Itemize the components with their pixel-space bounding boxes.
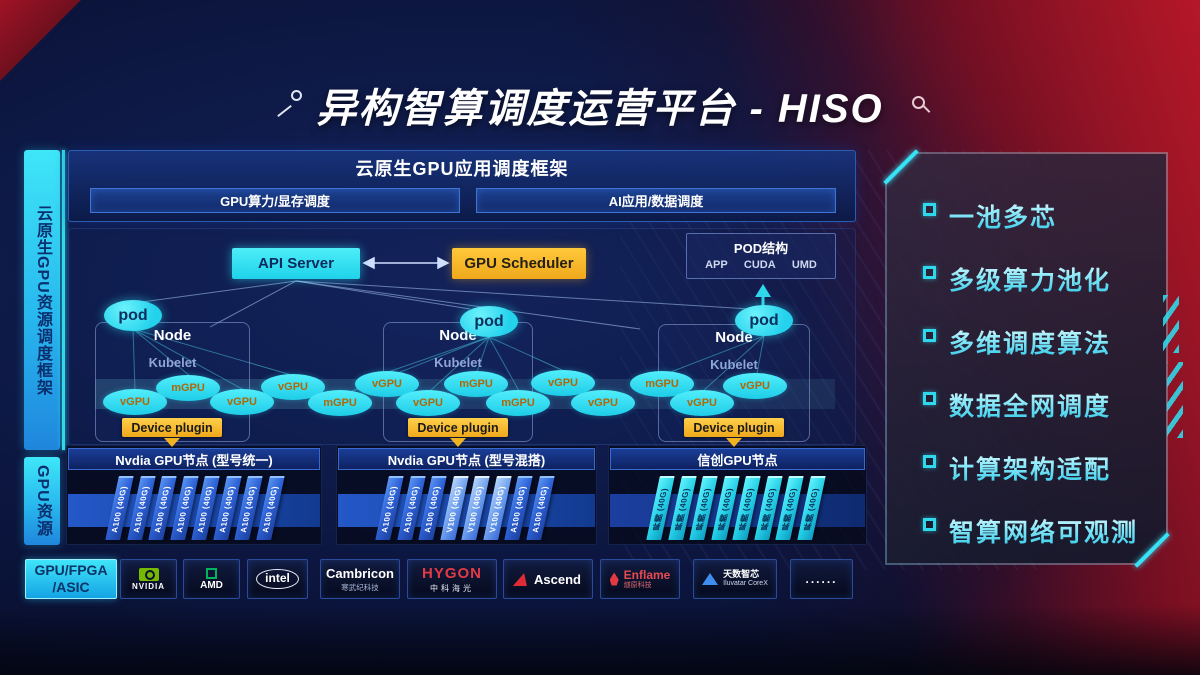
vendor-name: Ascend: [534, 571, 581, 587]
kubelet-label: Kubelet: [148, 355, 197, 370]
device-plugin-label: Device plugin: [408, 418, 508, 437]
circuit-node-icon: [276, 90, 302, 114]
square-bullet-icon: [923, 203, 936, 216]
device-plugin-2: Device plugin: [408, 418, 508, 447]
feature-label: 一池多芯: [949, 198, 1057, 234]
square-bullet-icon: [923, 455, 936, 468]
vendor-subname: 中科海光: [430, 583, 474, 593]
lane-gpu-compute-scheduling: GPU算力/显存调度: [90, 188, 460, 213]
gpu-row-label-uniform: Nvdia GPU节点 (型号统一): [68, 448, 320, 470]
vgpu-ellipse: vGPU: [571, 390, 635, 416]
feature-item: 计算架构适配: [923, 450, 1168, 484]
vendor-ascend: Ascend: [503, 559, 593, 599]
vendor-subname: Iluvatar CoreX: [723, 580, 768, 588]
square-bullet-icon: [923, 518, 936, 531]
node-label: Node: [715, 329, 753, 346]
vendor-intel: intel: [247, 559, 308, 599]
intel-logo: intel: [256, 569, 299, 589]
left-rail-gpu-resources: GPU资源: [24, 457, 60, 545]
vendor-cambricon: Cambricon 寒武纪科技: [320, 559, 400, 599]
framework-header-title: 云原生GPU应用调度框架: [355, 159, 569, 179]
feature-list: 一池多芯多级算力池化 多维调度算法 数据全网调度 计算架构适配 智算网络可观测: [885, 152, 1168, 565]
mgpu-ellipse: mGPU: [486, 390, 550, 416]
ascend-logo-icon: [512, 572, 532, 586]
category-line-1: GPU/FPGA: [34, 561, 108, 578]
vendor-hygon: HYGON 中科海光: [407, 559, 497, 599]
gpu-scheduler-box: GPU Scheduler: [452, 248, 586, 279]
pod-item-app: APP: [705, 259, 728, 271]
vendor-enflame: Enflame 燧原科技: [600, 559, 680, 599]
pod-structure-items: APP CUDA UMD: [687, 257, 835, 271]
bottom-fade: [0, 605, 1200, 675]
feature-item: 一池多芯: [923, 198, 1168, 232]
feature-label: 智算网络可观测: [949, 513, 1138, 549]
vendor-name: Cambricon: [326, 565, 394, 581]
amd-logo-icon: [206, 567, 217, 579]
gpu-row-label-mixed: Nvdia GPU节点 (型号混搭): [338, 448, 595, 470]
category-line-2: /ASIC: [52, 579, 90, 595]
feature-label: 计算架构适配: [949, 450, 1111, 486]
vgpu-ellipse: vGPU: [670, 390, 734, 416]
gpu-row-label-xinchuang: 信创GPU节点: [610, 448, 865, 470]
pod-structure-title: POD结构: [733, 241, 789, 256]
page-title: 异构智算调度运营平台 - HISO: [316, 87, 884, 131]
down-arrow-icon: [164, 438, 180, 447]
feature-label: 数据全网调度: [949, 387, 1111, 423]
down-arrow-icon: [726, 438, 742, 447]
vgpu-ellipse: vGPU: [723, 373, 787, 399]
square-bullet-icon: [923, 266, 936, 279]
pod-item-cuda: CUDA: [743, 259, 776, 271]
feature-item: 多维调度算法: [923, 324, 1168, 358]
pod-ellipse: pod: [460, 306, 518, 337]
down-arrow-icon: [450, 438, 466, 447]
mgpu-ellipse: mGPU: [308, 390, 372, 416]
vendor-dots: 天数智芯 Iluvatar CoreX: [693, 559, 777, 599]
vendor-name: AMD: [200, 579, 223, 591]
square-bullet-icon: [923, 392, 936, 405]
feature-item: 数据全网调度: [923, 387, 1168, 421]
feature-label: 多维调度算法: [949, 324, 1111, 360]
iluvatar-logo-icon: [702, 572, 719, 585]
device-plugin-label: Device plugin: [122, 418, 222, 437]
left-rail-cloud-native-gpu: 云原生GPU资源调度框架: [24, 150, 60, 450]
device-plugin-3: Device plugin: [684, 418, 784, 447]
cyan-accent-line: [62, 150, 65, 450]
vendor-subname: 燧原科技: [623, 581, 652, 589]
feature-label: 多级算力池化: [949, 261, 1111, 297]
square-bullet-icon: [923, 329, 936, 342]
vgpu-ellipse: vGPU: [396, 390, 460, 416]
vendor-subname: 寒武纪科技: [341, 582, 379, 592]
device-plugin-label: Device plugin: [684, 418, 784, 437]
vendor-ellipsis: ......: [805, 572, 838, 586]
vendor-name: NVIDIA: [131, 581, 166, 591]
api-server-box: API Server: [232, 248, 360, 279]
pod-item-umd: UMD: [791, 259, 817, 271]
mgpu-ellipse: mGPU: [156, 375, 220, 401]
vendor-dots: ......: [790, 559, 853, 599]
vendor-nvidia: NVIDIA: [120, 559, 177, 599]
vendor-name: 天数智芯: [723, 569, 760, 580]
gpu-fpga-asic-label: GPU/FPGA /ASIC: [25, 559, 117, 599]
enflame-logo-icon: [609, 572, 619, 586]
pod-ellipse: pod: [735, 305, 793, 336]
hazard-stripes-decoration: [1167, 362, 1183, 438]
kubelet-label: Kubelet: [434, 355, 482, 370]
feature-item: 多级算力池化: [923, 261, 1168, 295]
lane-ai-app-data-scheduling: AI应用/数据调度: [476, 188, 836, 213]
top-left-red-corner: [0, 0, 96, 86]
pod-structure-box: POD结构 APP CUDA UMD: [686, 233, 836, 279]
feature-item: 智算网络可观测: [923, 513, 1168, 547]
magnifier-icon: [910, 96, 934, 120]
kubelet-label: Kubelet: [710, 357, 758, 372]
vendor-amd: AMD: [183, 559, 240, 599]
node-label: Node: [153, 327, 192, 344]
pod-ellipse: pod: [104, 300, 162, 331]
nvidia-logo-icon: [138, 567, 159, 581]
vendor-name: Enflame: [623, 567, 671, 582]
device-plugin-1: Device plugin: [122, 418, 222, 447]
vendor-name: HYGON: [421, 564, 482, 582]
